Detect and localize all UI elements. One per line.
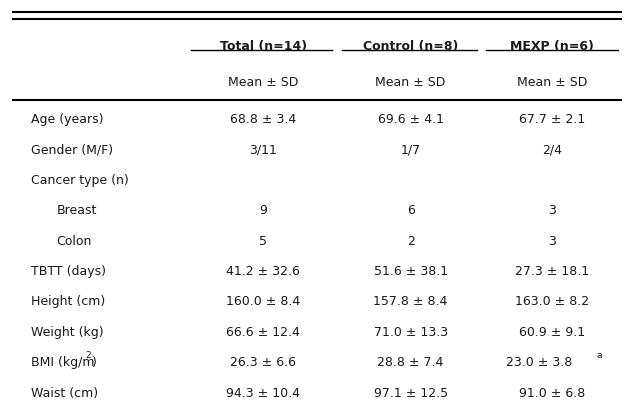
Text: 51.6 ± 38.1: 51.6 ± 38.1: [374, 265, 448, 278]
Text: 97.1 ± 12.5: 97.1 ± 12.5: [374, 386, 448, 400]
Text: Mean ± SD: Mean ± SD: [376, 76, 446, 89]
Text: Control (n=8): Control (n=8): [363, 40, 458, 53]
Text: 3: 3: [548, 204, 556, 217]
Text: 2/4: 2/4: [542, 143, 562, 157]
Text: 5: 5: [260, 234, 267, 248]
Text: Age (years): Age (years): [31, 113, 104, 126]
Text: MEXP (n=6): MEXP (n=6): [510, 40, 594, 53]
Text: Total (n=14): Total (n=14): [220, 40, 307, 53]
Text: Cancer type (n): Cancer type (n): [31, 174, 129, 187]
Text: a: a: [596, 351, 601, 360]
Text: 68.8 ± 3.4: 68.8 ± 3.4: [230, 113, 297, 126]
Text: 23.0 ± 3.8: 23.0 ± 3.8: [506, 356, 572, 369]
Text: Breast: Breast: [56, 204, 97, 217]
Text: 2: 2: [407, 234, 414, 248]
Text: 71.0 ± 13.3: 71.0 ± 13.3: [374, 326, 448, 339]
Text: 2: 2: [85, 351, 90, 360]
Text: 67.7 ± 2.1: 67.7 ± 2.1: [519, 113, 585, 126]
Text: 6: 6: [407, 204, 414, 217]
Text: TBTT (days): TBTT (days): [31, 265, 107, 278]
Text: ): ): [93, 356, 97, 369]
Text: 163.0 ± 8.2: 163.0 ± 8.2: [515, 295, 589, 309]
Text: 1/7: 1/7: [401, 143, 421, 157]
Text: 66.6 ± 12.4: 66.6 ± 12.4: [226, 326, 300, 339]
Text: BMI (kg/m: BMI (kg/m: [31, 356, 95, 369]
Text: 9: 9: [260, 204, 267, 217]
Text: 3/11: 3/11: [250, 143, 277, 157]
Text: 27.3 ± 18.1: 27.3 ± 18.1: [515, 265, 589, 278]
Text: 157.8 ± 8.4: 157.8 ± 8.4: [374, 295, 448, 309]
Text: Waist (cm): Waist (cm): [31, 386, 98, 400]
Text: 160.0 ± 8.4: 160.0 ± 8.4: [226, 295, 300, 309]
Text: 41.2 ± 32.6: 41.2 ± 32.6: [226, 265, 300, 278]
Text: Weight (kg): Weight (kg): [31, 326, 104, 339]
Text: Gender (M/F): Gender (M/F): [31, 143, 113, 157]
Text: 3: 3: [548, 234, 556, 248]
Text: Height (cm): Height (cm): [31, 295, 105, 309]
Text: Mean ± SD: Mean ± SD: [228, 76, 298, 89]
Text: 91.0 ± 6.8: 91.0 ± 6.8: [519, 386, 585, 400]
Text: 26.3 ± 6.6: 26.3 ± 6.6: [230, 356, 297, 369]
Text: 94.3 ± 10.4: 94.3 ± 10.4: [226, 386, 300, 400]
Text: Mean ± SD: Mean ± SD: [517, 76, 587, 89]
Text: 28.8 ± 7.4: 28.8 ± 7.4: [377, 356, 444, 369]
Text: 60.9 ± 9.1: 60.9 ± 9.1: [519, 326, 585, 339]
Text: Colon: Colon: [56, 234, 92, 248]
Text: 69.6 ± 4.1: 69.6 ± 4.1: [377, 113, 444, 126]
